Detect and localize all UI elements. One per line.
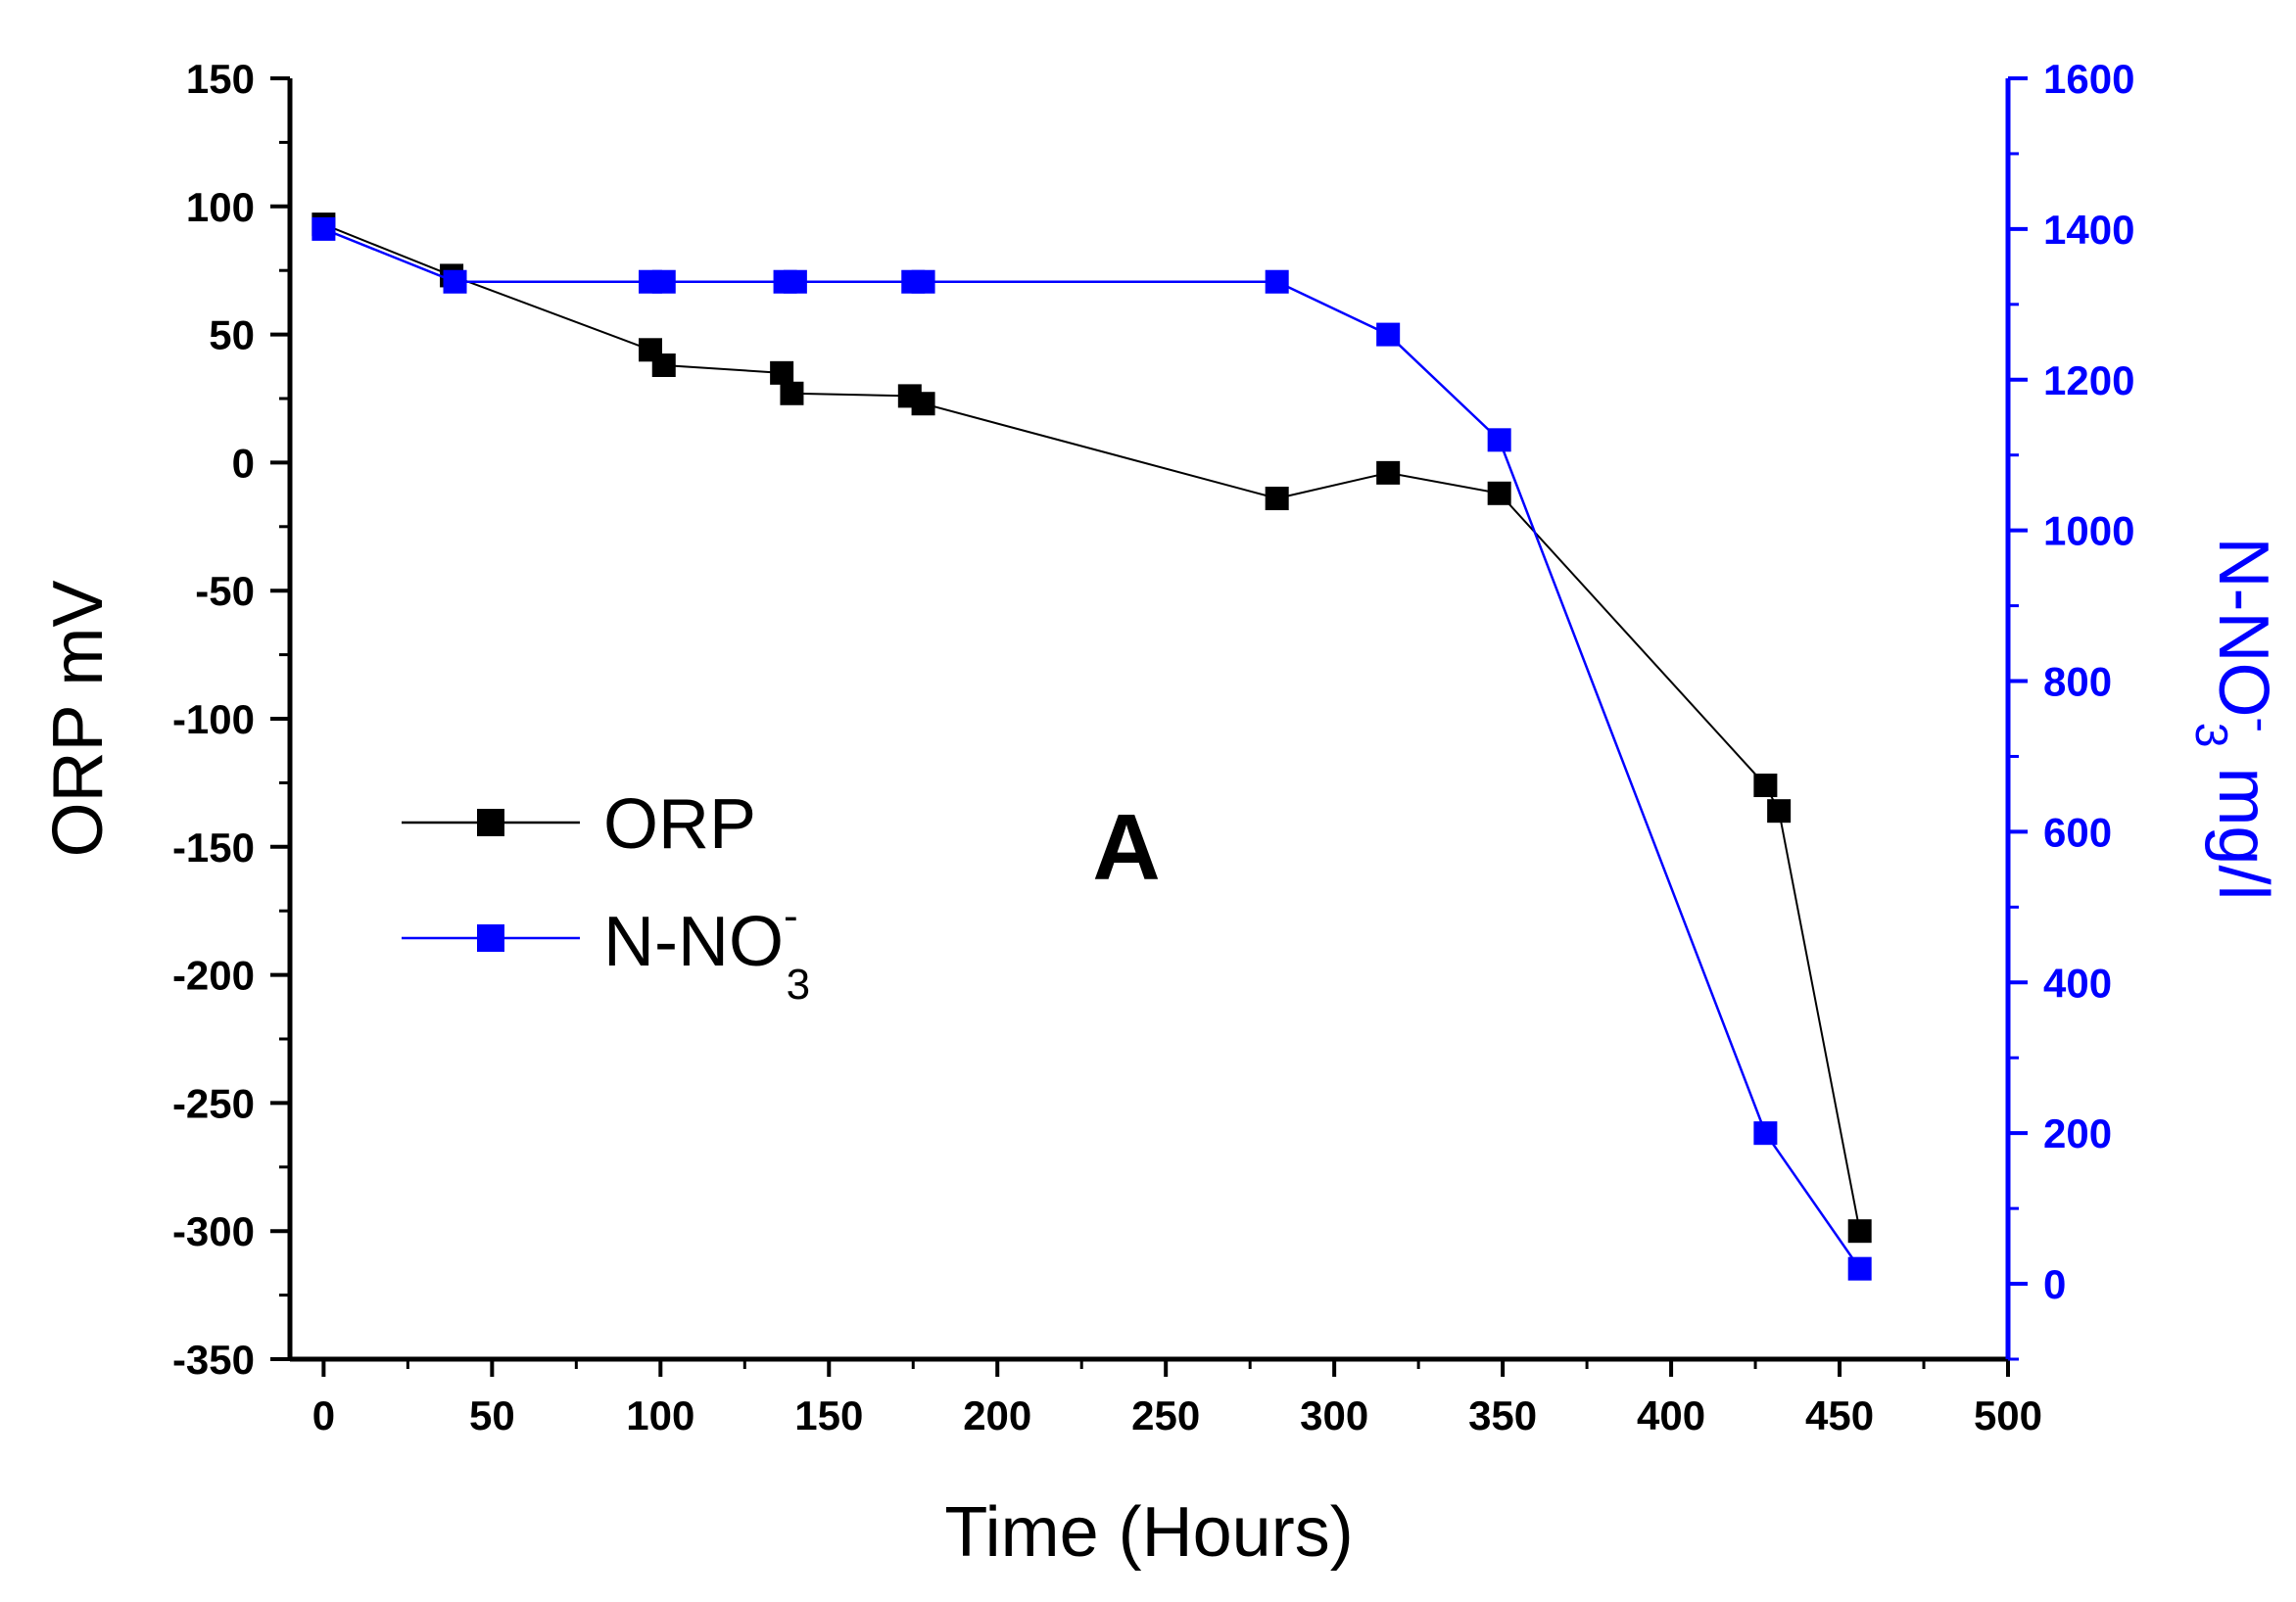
x-tick-label: 350 — [1468, 1392, 1537, 1438]
right-y-tick-label: 400 — [2043, 960, 2112, 1006]
series-0-point — [780, 381, 804, 405]
series-1-point — [1487, 428, 1511, 452]
right-y-tick-label: 200 — [2043, 1110, 2112, 1156]
legend-nitrate-marker — [477, 924, 504, 952]
right-y-axis-ticks: 1600 1400 1200 1000 800 600 400 200 0 — [2008, 56, 2134, 1361]
series-1-point — [1847, 1256, 1872, 1281]
left-y-tick-label: -250 — [172, 1080, 255, 1126]
legend-nitrate-superscript: - — [784, 892, 798, 940]
left-y-tick-label: -200 — [172, 953, 255, 999]
series-0-point — [1847, 1219, 1872, 1244]
legend-orp-marker — [477, 809, 504, 836]
left-y-tick-label: -350 — [172, 1337, 255, 1383]
x-tick-label: 0 — [312, 1392, 335, 1438]
x-axis-title: Time (Hours) — [944, 1493, 1353, 1572]
right-y-tick-label: 0 — [2043, 1261, 2066, 1307]
left-y-axis-title: ORP mV — [39, 581, 118, 858]
series-line-0 — [323, 223, 1861, 1232]
series-layer — [311, 212, 1872, 1281]
right-y-tick-label: 1000 — [2043, 508, 2134, 554]
x-tick-label: 400 — [1637, 1392, 1705, 1438]
left-y-tick-label: 0 — [232, 440, 255, 486]
series-line-1 — [322, 227, 1861, 1270]
right-y-tick-label: 600 — [2043, 809, 2112, 855]
left-y-axis-ticks: 150 100 50 0 -50 -100 -150 -200 -250 -300 -350 — [172, 56, 290, 1383]
right-y-axis-title-suffix: mg/l — [2204, 747, 2282, 900]
x-axis-ticks: 0 50 100 150 200 250 300 350 400 450 500 — [312, 1359, 2042, 1438]
series-0-point — [911, 392, 935, 416]
series-1-point — [1265, 269, 1289, 294]
legend: ORP N-NO- 3 — [402, 785, 810, 1009]
right-y-axis-title-subscript: 3 — [2186, 723, 2237, 748]
left-y-tick-label: -100 — [172, 696, 255, 742]
left-y-tick-label: 50 — [209, 312, 255, 358]
left-y-tick-label: 100 — [186, 184, 255, 230]
left-y-tick-label: -300 — [172, 1208, 255, 1254]
right-y-tick-label: 800 — [2043, 659, 2112, 705]
legend-nitrate-label: N-NO- 3 — [603, 892, 810, 1009]
series-1-point — [783, 269, 807, 294]
x-tick-label: 100 — [626, 1392, 694, 1438]
x-tick-label: 450 — [1805, 1392, 1874, 1438]
series-0-point — [651, 353, 676, 377]
left-y-tick-label: 150 — [186, 56, 255, 102]
x-tick-label: 500 — [1974, 1392, 2042, 1438]
legend-item-nitrate: N-NO- 3 — [402, 892, 810, 1009]
plot-frame — [287, 78, 2011, 1362]
x-tick-label: 200 — [963, 1392, 1031, 1438]
right-y-axis-title: N-NO-3 mg/l — [2186, 538, 2288, 901]
left-y-tick-label: -150 — [172, 825, 255, 871]
panel-label: A — [1092, 795, 1160, 900]
series-0-point — [1487, 481, 1511, 505]
series-1-point — [311, 216, 336, 241]
right-y-tick-label: 1400 — [2043, 207, 2134, 253]
series-1-point — [1753, 1121, 1778, 1146]
right-y-axis-title-superscript: - — [2237, 718, 2288, 732]
legend-nitrate-subscript: 3 — [787, 961, 810, 1009]
legend-nitrate-main: N-NO — [603, 903, 784, 981]
x-tick-label: 300 — [1300, 1392, 1368, 1438]
legend-orp-label: ORP — [603, 785, 756, 864]
series-0-point — [1753, 774, 1778, 798]
series-0-point — [1376, 460, 1401, 485]
right-y-tick-label: 1200 — [2043, 357, 2134, 403]
x-tick-label: 250 — [1131, 1392, 1200, 1438]
right-y-axis-title-main: N-NO — [2204, 538, 2282, 718]
series-1-point — [651, 269, 676, 294]
x-tick-label: 50 — [469, 1392, 515, 1438]
series-0-point — [770, 360, 794, 385]
series-1-point — [443, 269, 467, 294]
left-y-tick-label: -50 — [195, 568, 255, 614]
series-1-point — [911, 269, 935, 294]
legend-item-orp: ORP — [402, 785, 756, 864]
x-tick-label: 150 — [794, 1392, 863, 1438]
series-0-point — [1767, 799, 1792, 824]
right-y-tick-label: 1600 — [2043, 56, 2134, 102]
series-0-point — [1265, 487, 1289, 511]
series-1-point — [1376, 322, 1401, 347]
